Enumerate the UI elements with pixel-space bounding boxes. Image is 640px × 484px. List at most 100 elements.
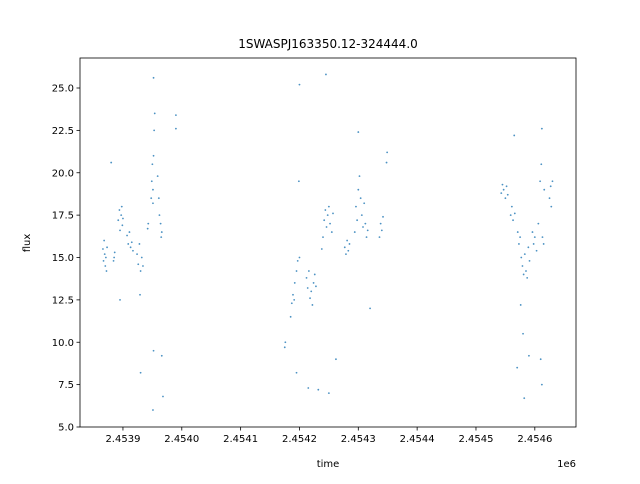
point: [525, 270, 527, 272]
point: [322, 236, 324, 239]
x-tick-label: 2.4539: [105, 434, 140, 445]
point: [533, 236, 536, 239]
point: [326, 214, 329, 217]
point: [121, 224, 124, 227]
point: [151, 163, 154, 166]
point: [112, 259, 115, 262]
point: [119, 229, 121, 232]
point: [382, 215, 384, 218]
point: [363, 202, 366, 205]
point: [295, 270, 298, 272]
point: [140, 256, 143, 259]
point: [119, 298, 121, 301]
point: [152, 409, 154, 411]
x-axis-label: time: [317, 459, 340, 470]
point: [157, 197, 160, 200]
point: [317, 388, 320, 391]
point: [293, 282, 296, 284]
point: [345, 253, 347, 256]
point: [147, 222, 150, 225]
point: [312, 282, 315, 284]
point: [542, 243, 545, 245]
point: [104, 256, 107, 259]
y-tick-label: 12.5: [52, 295, 74, 306]
point: [160, 236, 163, 239]
point: [162, 395, 164, 398]
y-tick-label: 15.0: [52, 253, 74, 264]
point: [102, 259, 105, 262]
x-tick-label: 2.4545: [458, 434, 493, 445]
point: [295, 371, 298, 374]
x-tick-label: 2.4542: [282, 434, 317, 445]
point: [298, 83, 301, 86]
point: [296, 259, 299, 262]
point: [505, 185, 508, 188]
point: [122, 217, 124, 220]
point: [156, 175, 159, 178]
point: [522, 273, 525, 276]
point: [550, 205, 553, 208]
point: [120, 205, 123, 208]
point: [528, 354, 530, 357]
point: [532, 243, 535, 245]
point: [103, 253, 106, 256]
point: [118, 209, 121, 211]
point: [298, 256, 301, 259]
point: [518, 243, 520, 245]
point: [306, 287, 309, 289]
point: [543, 188, 546, 191]
point: [158, 214, 161, 217]
y-tick-label: 25.0: [52, 84, 74, 95]
point: [513, 212, 516, 215]
point: [324, 209, 327, 211]
point: [323, 219, 326, 222]
point: [113, 251, 116, 254]
point: [137, 263, 140, 266]
point: [516, 366, 519, 369]
point: [289, 315, 292, 318]
point: [378, 236, 381, 239]
point: [500, 192, 503, 194]
point: [519, 236, 522, 239]
point: [513, 134, 516, 137]
point: [309, 297, 311, 300]
point: [353, 231, 356, 233]
point: [152, 202, 154, 205]
point: [526, 276, 529, 279]
point: [548, 197, 551, 200]
point: [522, 332, 524, 335]
point: [175, 127, 177, 130]
point: [357, 131, 360, 133]
point: [348, 243, 351, 245]
point: [535, 249, 538, 252]
point: [146, 227, 149, 230]
point: [509, 214, 512, 217]
y-tick-label: 7.5: [58, 380, 74, 391]
y-tick-label: 20.0: [52, 168, 74, 179]
point: [160, 231, 163, 233]
point: [343, 246, 346, 249]
point: [130, 241, 133, 244]
point: [150, 197, 153, 200]
point: [307, 270, 310, 272]
point: [283, 346, 286, 349]
y-tick-label: 22.5: [52, 126, 74, 137]
point: [539, 358, 542, 361]
x-offset-label: 1e6: [557, 459, 576, 470]
point: [120, 214, 123, 217]
point: [138, 243, 141, 245]
point: [293, 298, 296, 301]
point: [313, 273, 316, 276]
point: [501, 183, 504, 186]
y-axis-label: flux: [22, 234, 33, 253]
point: [136, 253, 138, 256]
point: [104, 265, 107, 267]
point: [379, 222, 382, 225]
y-tick-label: 17.5: [52, 211, 74, 222]
point: [284, 341, 287, 344]
point: [139, 371, 142, 374]
point: [297, 180, 300, 183]
point: [153, 112, 156, 115]
point: [357, 188, 360, 191]
plot-frame: [79, 57, 577, 428]
